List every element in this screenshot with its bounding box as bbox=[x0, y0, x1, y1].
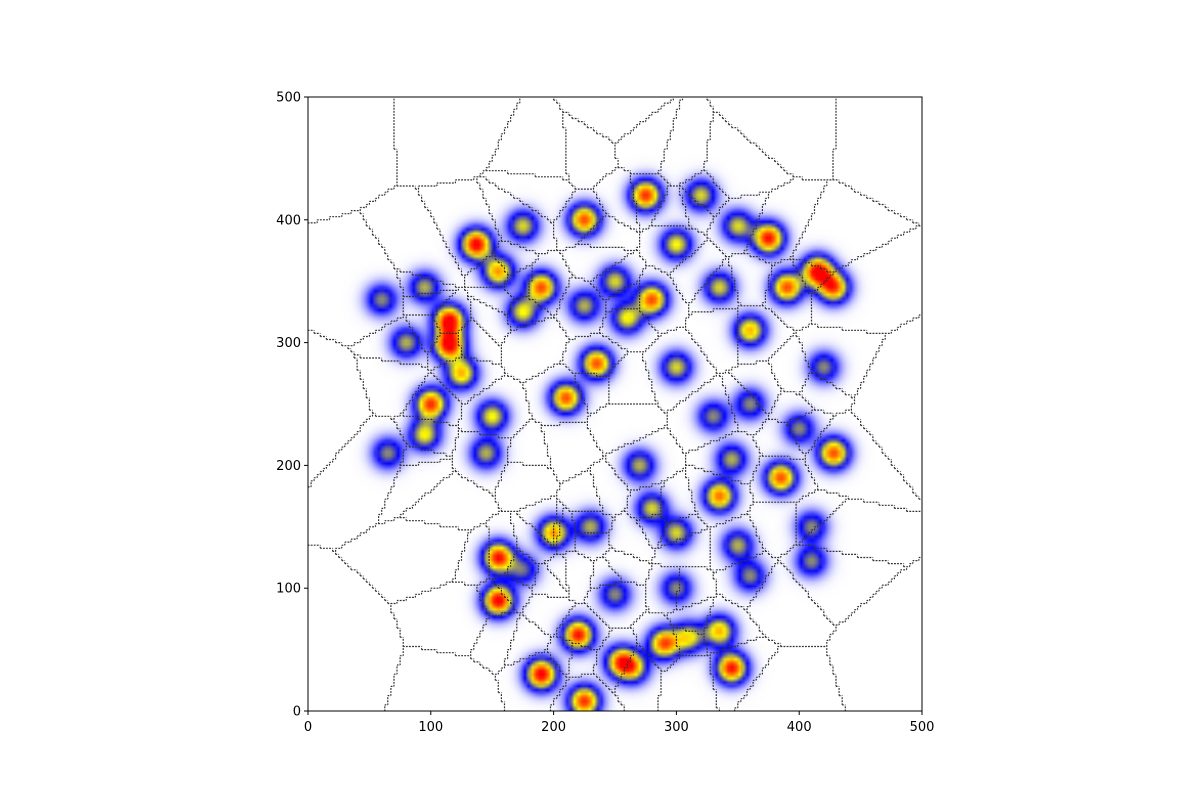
x-tick-label: 500 bbox=[910, 720, 935, 735]
y-tick-label: 100 bbox=[276, 582, 301, 597]
x-tick-label: 400 bbox=[787, 720, 812, 735]
y-tick-label: 400 bbox=[276, 213, 301, 228]
x-tick-label: 300 bbox=[664, 720, 689, 735]
plot-area bbox=[308, 97, 922, 711]
x-tick-label: 100 bbox=[418, 720, 443, 735]
y-tick-label: 200 bbox=[276, 459, 301, 474]
y-tick-label: 500 bbox=[276, 91, 301, 106]
x-tick-label: 0 bbox=[304, 720, 312, 735]
boundary-lines bbox=[308, 97, 922, 711]
y-tick-label: 0 bbox=[293, 705, 301, 720]
y-axis: 0 100 200 300 400 500 bbox=[276, 91, 308, 720]
axes-frame bbox=[307, 96, 923, 712]
x-tick-label: 200 bbox=[541, 720, 566, 735]
y-tick-label: 300 bbox=[276, 336, 301, 351]
region-boundaries bbox=[308, 97, 922, 711]
x-axis: 0 100 200 300 400 500 bbox=[304, 711, 935, 735]
